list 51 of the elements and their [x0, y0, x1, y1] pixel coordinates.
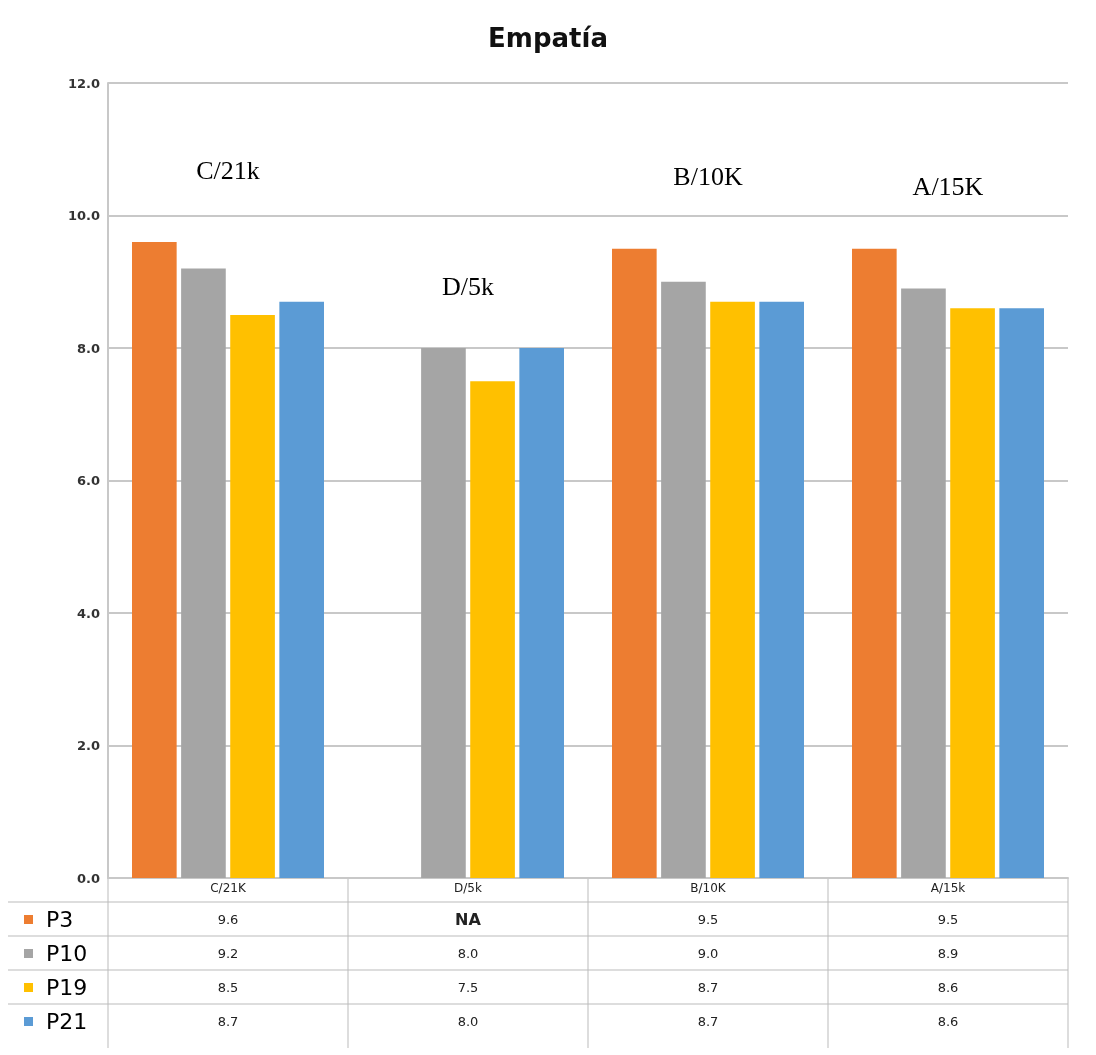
chart-title: Empatía: [488, 23, 608, 53]
bar: [519, 348, 564, 878]
data-label: 8.7: [217, 1013, 239, 1029]
y-tick-label: 12.0: [67, 75, 100, 91]
data-label: 9.5: [937, 911, 959, 927]
bar: [661, 281, 706, 878]
bar: [999, 308, 1044, 878]
data-label: 8.6: [937, 1013, 959, 1029]
bar: [950, 308, 995, 878]
annotation: A/15K: [912, 172, 984, 202]
bar: [421, 348, 466, 878]
data-label: 8.0: [457, 945, 479, 961]
data-label: 7.5: [457, 979, 479, 995]
bar: [852, 248, 897, 878]
x-tick-label: B/10K: [690, 881, 727, 895]
data-label: 9.2: [217, 945, 239, 961]
annotation: B/10K: [673, 162, 743, 192]
legend-label: P19: [46, 974, 88, 1000]
y-tick-label: 2.0: [76, 738, 100, 753]
x-tick-label: C/21K: [210, 881, 247, 895]
data-label: 8.7: [697, 1013, 719, 1029]
legend-label: P10: [46, 940, 88, 966]
x-tick-label: A/15k: [930, 881, 966, 895]
data-label: 8.9: [937, 945, 959, 961]
y-tick-label: 0.0: [76, 870, 100, 886]
text: NA: [455, 909, 481, 929]
x-tick-label: D/5k: [454, 881, 482, 895]
data-label: 9.0: [697, 945, 719, 961]
legend-label: P3: [46, 906, 74, 932]
data-label: 8.6: [937, 979, 959, 995]
annotation: D/5k: [442, 271, 494, 301]
bar: [230, 314, 275, 878]
data-label: 8.5: [217, 979, 239, 995]
bar: [279, 301, 324, 878]
bar: [759, 301, 804, 878]
legend-label: P21: [46, 1008, 88, 1034]
bar: [710, 301, 755, 878]
bar: [470, 381, 515, 878]
y-tick-label: 10.0: [67, 208, 100, 223]
bar: [901, 288, 946, 878]
data-label: 8.7: [697, 979, 719, 995]
data-label: 8.0: [457, 1013, 479, 1029]
annotation: C/21k: [196, 155, 260, 185]
bar: [132, 242, 177, 878]
y-tick-label: 6.0: [76, 473, 100, 488]
bar: [181, 268, 226, 878]
bar: [612, 248, 657, 878]
y-tick-label: 4.0: [76, 605, 100, 621]
data-label: 9.6: [217, 911, 239, 927]
y-tick-label: 8.0: [76, 340, 100, 356]
data-label: 9.5: [697, 911, 719, 927]
